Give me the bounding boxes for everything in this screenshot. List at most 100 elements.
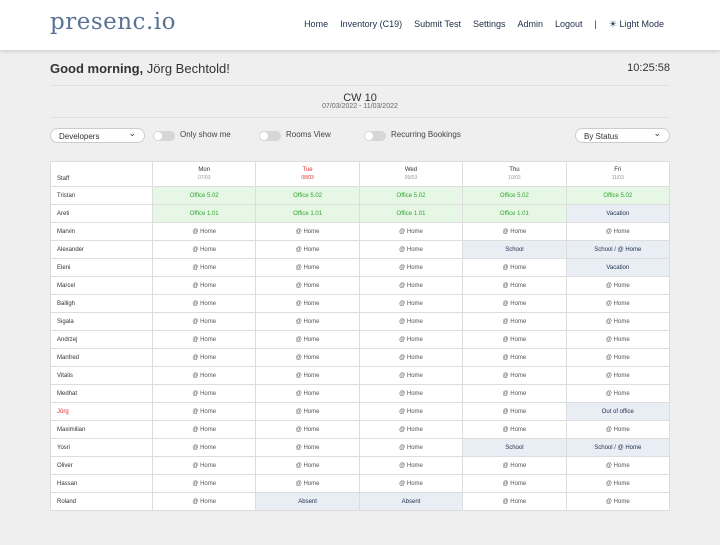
booking-cell[interactable]: @ Home bbox=[359, 439, 464, 457]
booking-cell[interactable]: School / @ Home bbox=[566, 241, 670, 259]
booking-cell[interactable]: @ Home bbox=[566, 475, 670, 493]
booking-cell[interactable]: @ Home bbox=[359, 475, 464, 493]
booking-cell[interactable]: @ Home bbox=[153, 421, 257, 439]
toggle[interactable] bbox=[153, 131, 175, 141]
booking-cell[interactable]: @ Home bbox=[153, 241, 257, 259]
booking-cell[interactable]: @ Home bbox=[359, 331, 464, 349]
booking-cell[interactable]: @ Home bbox=[566, 385, 670, 403]
nav-link[interactable]: Admin bbox=[517, 19, 544, 29]
nav-link[interactable]: ☀ Light Mode bbox=[608, 19, 664, 29]
booking-cell[interactable]: Office 5.02 bbox=[359, 187, 464, 205]
nav-link[interactable]: Inventory (C19) bbox=[340, 19, 403, 29]
booking-cell[interactable]: @ Home bbox=[256, 349, 360, 367]
booking-cell[interactable]: @ Home bbox=[359, 313, 464, 331]
booking-cell[interactable]: @ Home bbox=[256, 439, 360, 457]
booking-cell[interactable]: @ Home bbox=[153, 313, 257, 331]
nav-link[interactable]: Submit Test bbox=[414, 19, 461, 29]
booking-cell[interactable]: @ Home bbox=[463, 421, 567, 439]
booking-cell[interactable]: @ Home bbox=[566, 277, 670, 295]
booking-cell[interactable]: @ Home bbox=[463, 457, 567, 475]
booking-cell[interactable]: @ Home bbox=[153, 385, 257, 403]
booking-cell[interactable]: @ Home bbox=[463, 223, 567, 241]
booking-cell[interactable]: Office 1.01 bbox=[256, 205, 360, 223]
toggle[interactable] bbox=[259, 131, 281, 141]
booking-cell[interactable]: @ Home bbox=[256, 403, 360, 421]
booking-cell[interactable]: @ Home bbox=[256, 367, 360, 385]
booking-cell[interactable]: @ Home bbox=[256, 421, 360, 439]
booking-cell[interactable]: @ Home bbox=[566, 331, 670, 349]
nav-link[interactable]: | bbox=[594, 19, 597, 29]
nav-link[interactable]: Settings bbox=[472, 19, 506, 29]
toggle[interactable] bbox=[364, 131, 386, 141]
booking-cell[interactable]: @ Home bbox=[359, 223, 464, 241]
booking-cell[interactable]: School bbox=[463, 241, 567, 259]
booking-cell[interactable]: Vacation bbox=[566, 205, 670, 223]
booking-cell[interactable]: @ Home bbox=[153, 475, 257, 493]
booking-cell[interactable]: @ Home bbox=[566, 349, 670, 367]
booking-cell[interactable]: @ Home bbox=[153, 223, 257, 241]
booking-cell[interactable]: Absent bbox=[256, 493, 360, 511]
booking-cell[interactable]: @ Home bbox=[256, 457, 360, 475]
team-select[interactable]: Developers bbox=[50, 126, 145, 143]
booking-cell[interactable]: @ Home bbox=[463, 349, 567, 367]
booking-cell[interactable]: Vacation bbox=[566, 259, 670, 277]
booking-cell[interactable]: @ Home bbox=[256, 295, 360, 313]
booking-cell[interactable]: @ Home bbox=[359, 259, 464, 277]
booking-cell[interactable]: Office 5.02 bbox=[463, 187, 567, 205]
booking-cell[interactable]: @ Home bbox=[463, 493, 567, 511]
booking-cell[interactable]: @ Home bbox=[153, 493, 257, 511]
booking-cell[interactable]: Office 1.01 bbox=[463, 205, 567, 223]
booking-cell[interactable]: @ Home bbox=[256, 313, 360, 331]
booking-cell[interactable]: @ Home bbox=[566, 313, 670, 331]
booking-cell[interactable]: Office 5.02 bbox=[256, 187, 360, 205]
nav-link[interactable]: Home bbox=[304, 19, 329, 29]
booking-cell[interactable]: @ Home bbox=[153, 277, 257, 295]
booking-cell[interactable]: @ Home bbox=[256, 331, 360, 349]
booking-cell[interactable]: @ Home bbox=[463, 295, 567, 313]
booking-cell[interactable]: @ Home bbox=[463, 367, 567, 385]
booking-cell[interactable]: @ Home bbox=[153, 331, 257, 349]
booking-cell[interactable]: @ Home bbox=[566, 295, 670, 313]
booking-cell[interactable]: @ Home bbox=[256, 259, 360, 277]
booking-cell[interactable]: @ Home bbox=[463, 331, 567, 349]
booking-cell[interactable]: @ Home bbox=[153, 259, 257, 277]
booking-cell[interactable]: @ Home bbox=[153, 457, 257, 475]
booking-cell[interactable]: @ Home bbox=[566, 223, 670, 241]
booking-cell[interactable]: @ Home bbox=[359, 295, 464, 313]
sort-select[interactable]: By Status bbox=[575, 126, 670, 143]
booking-cell[interactable]: @ Home bbox=[566, 367, 670, 385]
booking-cell[interactable]: @ Home bbox=[463, 475, 567, 493]
booking-cell[interactable]: @ Home bbox=[359, 457, 464, 475]
booking-cell[interactable]: @ Home bbox=[359, 385, 464, 403]
booking-cell[interactable]: @ Home bbox=[256, 385, 360, 403]
booking-cell[interactable]: Office 5.02 bbox=[153, 187, 257, 205]
booking-cell[interactable]: Out of office bbox=[566, 403, 670, 421]
booking-cell[interactable]: @ Home bbox=[566, 421, 670, 439]
booking-cell[interactable]: @ Home bbox=[359, 277, 464, 295]
booking-cell[interactable]: @ Home bbox=[256, 223, 360, 241]
booking-cell[interactable]: @ Home bbox=[153, 295, 257, 313]
booking-cell[interactable]: @ Home bbox=[256, 277, 360, 295]
booking-cell[interactable]: @ Home bbox=[463, 277, 567, 295]
booking-cell[interactable]: @ Home bbox=[463, 259, 567, 277]
booking-cell[interactable]: School / @ Home bbox=[566, 439, 670, 457]
booking-cell[interactable]: Absent bbox=[359, 493, 464, 511]
booking-cell[interactable]: @ Home bbox=[153, 403, 257, 421]
booking-cell[interactable]: @ Home bbox=[359, 367, 464, 385]
logo[interactable]: presenc.io bbox=[50, 9, 176, 35]
booking-cell[interactable]: @ Home bbox=[359, 403, 464, 421]
booking-cell[interactable]: @ Home bbox=[153, 349, 257, 367]
booking-cell[interactable]: @ Home bbox=[153, 367, 257, 385]
booking-cell[interactable]: @ Home bbox=[359, 349, 464, 367]
booking-cell[interactable]: @ Home bbox=[463, 385, 567, 403]
booking-cell[interactable]: @ Home bbox=[256, 241, 360, 259]
booking-cell[interactable]: @ Home bbox=[359, 241, 464, 259]
booking-cell[interactable]: School bbox=[463, 439, 567, 457]
booking-cell[interactable]: @ Home bbox=[463, 403, 567, 421]
booking-cell[interactable]: Office 5.02 bbox=[566, 187, 670, 205]
booking-cell[interactable]: @ Home bbox=[463, 313, 567, 331]
booking-cell[interactable]: Office 1.01 bbox=[153, 205, 257, 223]
booking-cell[interactable]: Office 1.01 bbox=[359, 205, 464, 223]
nav-link[interactable]: Logout bbox=[555, 19, 583, 29]
booking-cell[interactable]: @ Home bbox=[566, 457, 670, 475]
